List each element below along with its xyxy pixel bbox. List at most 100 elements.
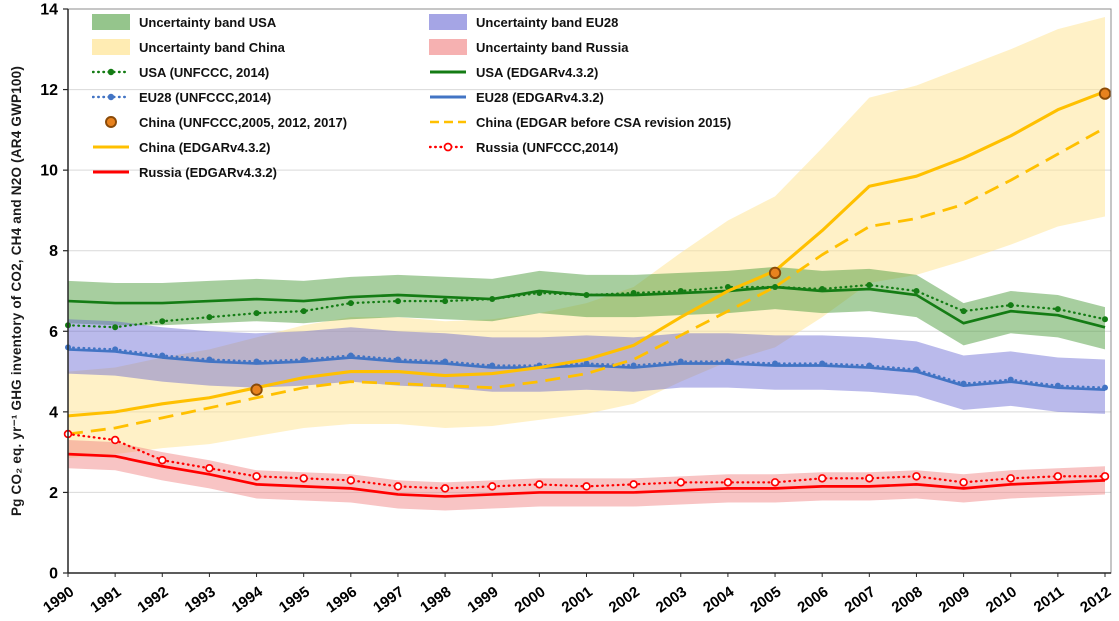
legend-swatch-graphic bbox=[428, 142, 468, 152]
marker-usa-unfccc-2014 bbox=[1102, 316, 1108, 323]
y-tick-label: 6 bbox=[49, 324, 58, 341]
x-tick-label: 1995 bbox=[276, 583, 313, 616]
legend-item-russia-unfccc: Russia (UNFCCC,2014) bbox=[428, 137, 731, 157]
marker-usa-unfccc-2014 bbox=[206, 314, 213, 321]
y-axis-label: Pg CO₂ eq. yr⁻¹ GHG inventory of CO2, CH… bbox=[9, 65, 24, 517]
marker-usa-unfccc-2014 bbox=[724, 283, 731, 290]
legend-item-uncertainty-band-eu28: Uncertainty band EU28 bbox=[429, 12, 731, 32]
legend-item-eu28-unfccc: EU28 (UNFCCC,2014) bbox=[91, 87, 429, 107]
y-tick-label: 4 bbox=[49, 404, 58, 421]
eu28-edgar-line-swatch bbox=[429, 89, 467, 105]
uncertainty-band-china bbox=[68, 17, 1105, 459]
marker-usa-unfccc-2014 bbox=[913, 288, 920, 294]
marker-usa-unfccc-2014 bbox=[253, 310, 260, 317]
marker-russia-unfccc-2014 bbox=[393, 482, 403, 491]
marker-russia-unfccc-2014 bbox=[440, 484, 450, 493]
x-tick-label: 1994 bbox=[229, 583, 267, 616]
marker-usa-unfccc-2014 bbox=[159, 318, 166, 325]
marker-usa-unfccc-2014 bbox=[866, 281, 873, 288]
legend-label: China (EDGARv4.3.2) bbox=[139, 139, 271, 155]
x-tick-label: 2000 bbox=[512, 583, 549, 616]
legend-swatch-graphic bbox=[91, 68, 131, 76]
y-tick-label: 8 bbox=[49, 243, 58, 260]
uncertainty-band-eu28-swatch bbox=[429, 14, 467, 30]
legend-label: USA (UNFCCC, 2014) bbox=[139, 64, 270, 80]
marker-usa-unfccc-2014 bbox=[394, 298, 401, 305]
marker-china-unfccc-2005-2012-2017 bbox=[1098, 87, 1112, 100]
legend-label: China (UNFCCC,2005, 2012, 2017) bbox=[139, 114, 348, 130]
legend-item-china-unfccc: China (UNFCCC,2005, 2012, 2017) bbox=[92, 112, 429, 132]
uncertainty-band-usa-swatch bbox=[92, 14, 130, 30]
marker-usa-unfccc-2014 bbox=[112, 324, 119, 331]
x-tick-label: 1999 bbox=[464, 583, 501, 616]
x-tick-label: 2001 bbox=[559, 583, 596, 616]
legend-item-eu28-edgar: EU28 (EDGARv4.3.2) bbox=[429, 87, 731, 107]
x-tick-label: 2008 bbox=[889, 583, 926, 616]
x-tick-label: 2007 bbox=[842, 583, 879, 616]
russia-unfccc-line-swatch bbox=[428, 139, 468, 155]
legend-label: China (EDGAR before CSA revision 2015) bbox=[476, 114, 732, 130]
legend-item-usa-unfccc: USA (UNFCCC, 2014) bbox=[91, 62, 429, 82]
marker-russia-unfccc-2014 bbox=[487, 482, 497, 491]
eu28-unfccc-line-swatch bbox=[91, 89, 131, 105]
legend-label: Uncertainty band EU28 bbox=[476, 14, 619, 30]
legend-label: USA (EDGARv4.3.2) bbox=[476, 64, 599, 80]
legend-swatch-graphic bbox=[91, 93, 131, 101]
marker-russia-unfccc-2014 bbox=[912, 472, 921, 481]
marker-russia-unfccc-2014 bbox=[676, 478, 686, 487]
marker-china-unfccc-2005-2012-2017 bbox=[250, 383, 263, 396]
y-tick-label: 12 bbox=[40, 82, 58, 99]
legend-item-uncertainty-band-china: Uncertainty band China bbox=[92, 37, 429, 57]
legend-item-usa-edgar: USA (EDGARv4.3.2) bbox=[429, 62, 731, 82]
china-before-csa-line-swatch bbox=[429, 114, 467, 130]
legend-item-china-edgar-before-csa: China (EDGAR before CSA revision 2015) bbox=[429, 112, 731, 132]
x-tick-label: 2009 bbox=[936, 583, 973, 616]
legend-label: Uncertainty band China bbox=[139, 39, 285, 55]
y-tick-label: 14 bbox=[40, 2, 58, 19]
marker-russia-unfccc-2014 bbox=[723, 478, 733, 487]
marker-usa-unfccc-2014 bbox=[1007, 302, 1014, 309]
uncertainty-band-russia-swatch bbox=[429, 39, 467, 55]
marker-china-unfccc-2005-2012-2017 bbox=[768, 266, 782, 280]
legend-swatch-graphic bbox=[93, 170, 129, 174]
uncertainty-band-russia bbox=[68, 440, 1105, 511]
legend-item-uncertainty-band-usa: Uncertainty band USA bbox=[92, 12, 429, 32]
x-tick-label: 2010 bbox=[983, 583, 1020, 616]
marker-russia-unfccc-2014 bbox=[158, 455, 167, 465]
x-tick-label: 1991 bbox=[87, 583, 124, 616]
legend-label: Russia (EDGARv4.3.2) bbox=[139, 164, 277, 180]
marker-russia-unfccc-2014 bbox=[252, 472, 261, 481]
x-tick-label: 2006 bbox=[794, 583, 831, 616]
series-china-edgar-before-csa-revision-2015 bbox=[67, 126, 1106, 436]
legend-label: EU28 (EDGARv4.3.2) bbox=[476, 89, 604, 105]
marker-russia-unfccc-2014 bbox=[205, 464, 214, 473]
legend-swatch-graphic bbox=[430, 120, 466, 124]
x-tick-label: 1993 bbox=[182, 583, 219, 616]
marker-usa-unfccc-2014 bbox=[1054, 306, 1061, 313]
marker-russia-unfccc-2014 bbox=[770, 478, 780, 487]
russia-edgar-line-swatch bbox=[92, 164, 130, 180]
marker-russia-unfccc-2014 bbox=[535, 480, 544, 489]
y-tick-label: 2 bbox=[49, 485, 58, 502]
series-usa-edgarv4-3-2 bbox=[67, 285, 1106, 329]
x-tick-label: 2004 bbox=[700, 583, 738, 616]
series-russia-edgarv4-3-2 bbox=[67, 452, 1106, 498]
legend-label: Uncertainty band USA bbox=[139, 14, 277, 30]
legend-label: EU28 (UNFCCC,2014) bbox=[139, 89, 272, 105]
y-tick-label: 10 bbox=[40, 163, 58, 180]
x-tick-label: 2012 bbox=[1077, 583, 1114, 616]
legend-item-russia-edgar: Russia (EDGARv4.3.2) bbox=[92, 162, 429, 182]
legend-label: Uncertainty band Russia bbox=[476, 39, 629, 55]
x-tick-label: 1992 bbox=[134, 583, 171, 616]
marker-russia-unfccc-2014 bbox=[817, 474, 827, 483]
y-tick-label: 0 bbox=[49, 566, 58, 583]
x-tick-label: 2011 bbox=[1031, 583, 1067, 616]
series-china-edgarv4-3-2 bbox=[67, 90, 1106, 418]
marker-russia-unfccc-2014 bbox=[865, 474, 874, 483]
legend-label: Russia (UNFCCC,2014) bbox=[476, 139, 619, 155]
china-edgar-line-swatch bbox=[92, 139, 130, 155]
uncertainty-band-china-swatch bbox=[92, 39, 130, 55]
marker-usa-unfccc-2014 bbox=[300, 308, 307, 315]
